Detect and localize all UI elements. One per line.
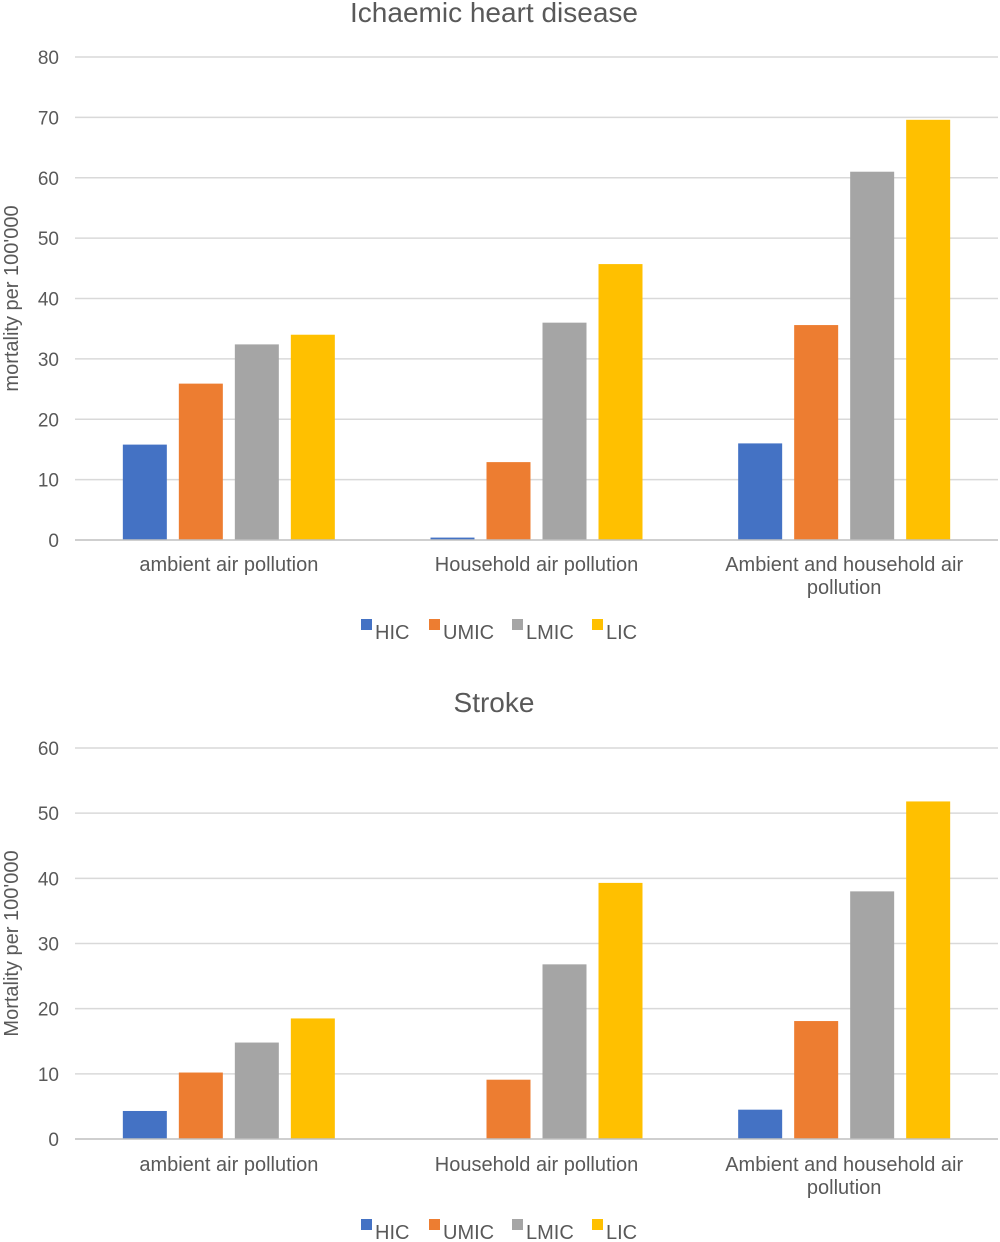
ihd-legend-swatch-hic [361,619,372,630]
ihd-legend-label-hic: HIC [375,622,409,644]
ihd-y-tick-label: 60 [38,169,59,190]
stroke-bar-umic [486,1079,531,1139]
ihd-legend-label-umic: UMIC [443,622,494,644]
stroke-bar-hic [738,1109,783,1139]
stroke-legend-label-hic: HIC [375,1222,409,1242]
stroke-bar-umic [794,1021,839,1139]
stroke-category-label: Household air pollution [435,1154,638,1176]
stroke-title: Stroke [454,687,535,718]
ihd-bar-hic [122,444,167,540]
stroke-bar-umic [178,1072,223,1139]
stroke-legend-label-lmic: LMIC [526,1222,574,1242]
ihd-bar-lmic [234,344,279,540]
ihd-bar-lic [906,119,951,540]
stroke-legend-label-lic: LIC [606,1222,637,1242]
ihd-bar-hic [430,537,475,540]
ihd-y-tick-label: 10 [38,471,59,492]
stroke-category-label: pollution [807,1177,882,1199]
ihd-category-label: Ambient and household air [725,554,963,576]
ihd-title: Ichaemic heart disease [350,0,638,28]
stroke-chart: Stroke 0 10 20 30 40 50 60 Mortality per 100'000… [1,687,998,1242]
ihd-y-tick-label: 50 [38,229,59,250]
ihd-y-tick-label: 30 [38,350,59,371]
ihd-bar-lic [290,334,335,540]
stroke-bar-lic [598,882,643,1139]
stroke-y-tick-label: 60 [38,739,59,760]
ihd-bar-hic [738,443,783,540]
ihd-legend-label-lmic: LMIC [526,622,574,644]
ihd-y-tick-label: 20 [38,410,59,431]
ihd-legend-label-lic: LIC [606,622,637,644]
stroke-legend-swatch-umic [429,1219,440,1230]
ihd-category-label: ambient air pollution [139,554,318,576]
stroke-bar-lic [290,1018,335,1139]
ihd-bar-umic [486,462,531,540]
ihd-bar-umic [178,383,223,540]
ihd-bar-umic [794,325,839,540]
ihd-bar-lic [598,264,643,540]
ihd-category-label: pollution [807,577,882,599]
stroke-y-tick-label: 30 [38,935,59,956]
ihd-y-tick-label: 40 [38,290,59,311]
ihd-bar-lmic [850,171,895,540]
ihd-bar-lmic [542,322,587,540]
stroke-y-axis-label: Mortality per 100'000 [1,850,23,1036]
stroke-bar-lmic [234,1042,279,1139]
stroke-y-tick-label: 10 [38,1065,59,1086]
ihd-y-tick-label: 0 [48,531,59,552]
ihd-y-tick-label: 80 [38,48,59,69]
stroke-bar-hic [122,1110,167,1139]
stroke-y-tick-label: 0 [48,1130,59,1151]
ihd-chart: Ichaemic heart disease 0 10 20 30 40 50 60 70 80 m… [1,0,998,644]
stroke-legend-label-umic: UMIC [443,1222,494,1242]
stroke-legend-swatch-lic [592,1219,603,1230]
ihd-legend-swatch-lic [592,619,603,630]
stroke-bar-lic [906,801,951,1139]
stroke-legend-swatch-hic [361,1219,372,1230]
stroke-legend-swatch-lmic [512,1219,523,1230]
ihd-category-label: Household air pollution [435,554,638,576]
stroke-bar-lmic [850,891,895,1139]
stroke-category-label: Ambient and household air [725,1154,963,1176]
stroke-y-tick-label: 40 [38,869,59,890]
ihd-y-tick-label: 70 [38,108,59,129]
ihd-legend-swatch-umic [429,619,440,630]
ihd-y-axis-label: mortality per 100'000 [1,205,23,391]
stroke-y-tick-label: 50 [38,804,59,825]
stroke-y-tick-label: 20 [38,1000,59,1021]
stroke-bar-lmic [542,964,587,1139]
stroke-category-label: ambient air pollution [139,1154,318,1176]
ihd-legend-swatch-lmic [512,619,523,630]
